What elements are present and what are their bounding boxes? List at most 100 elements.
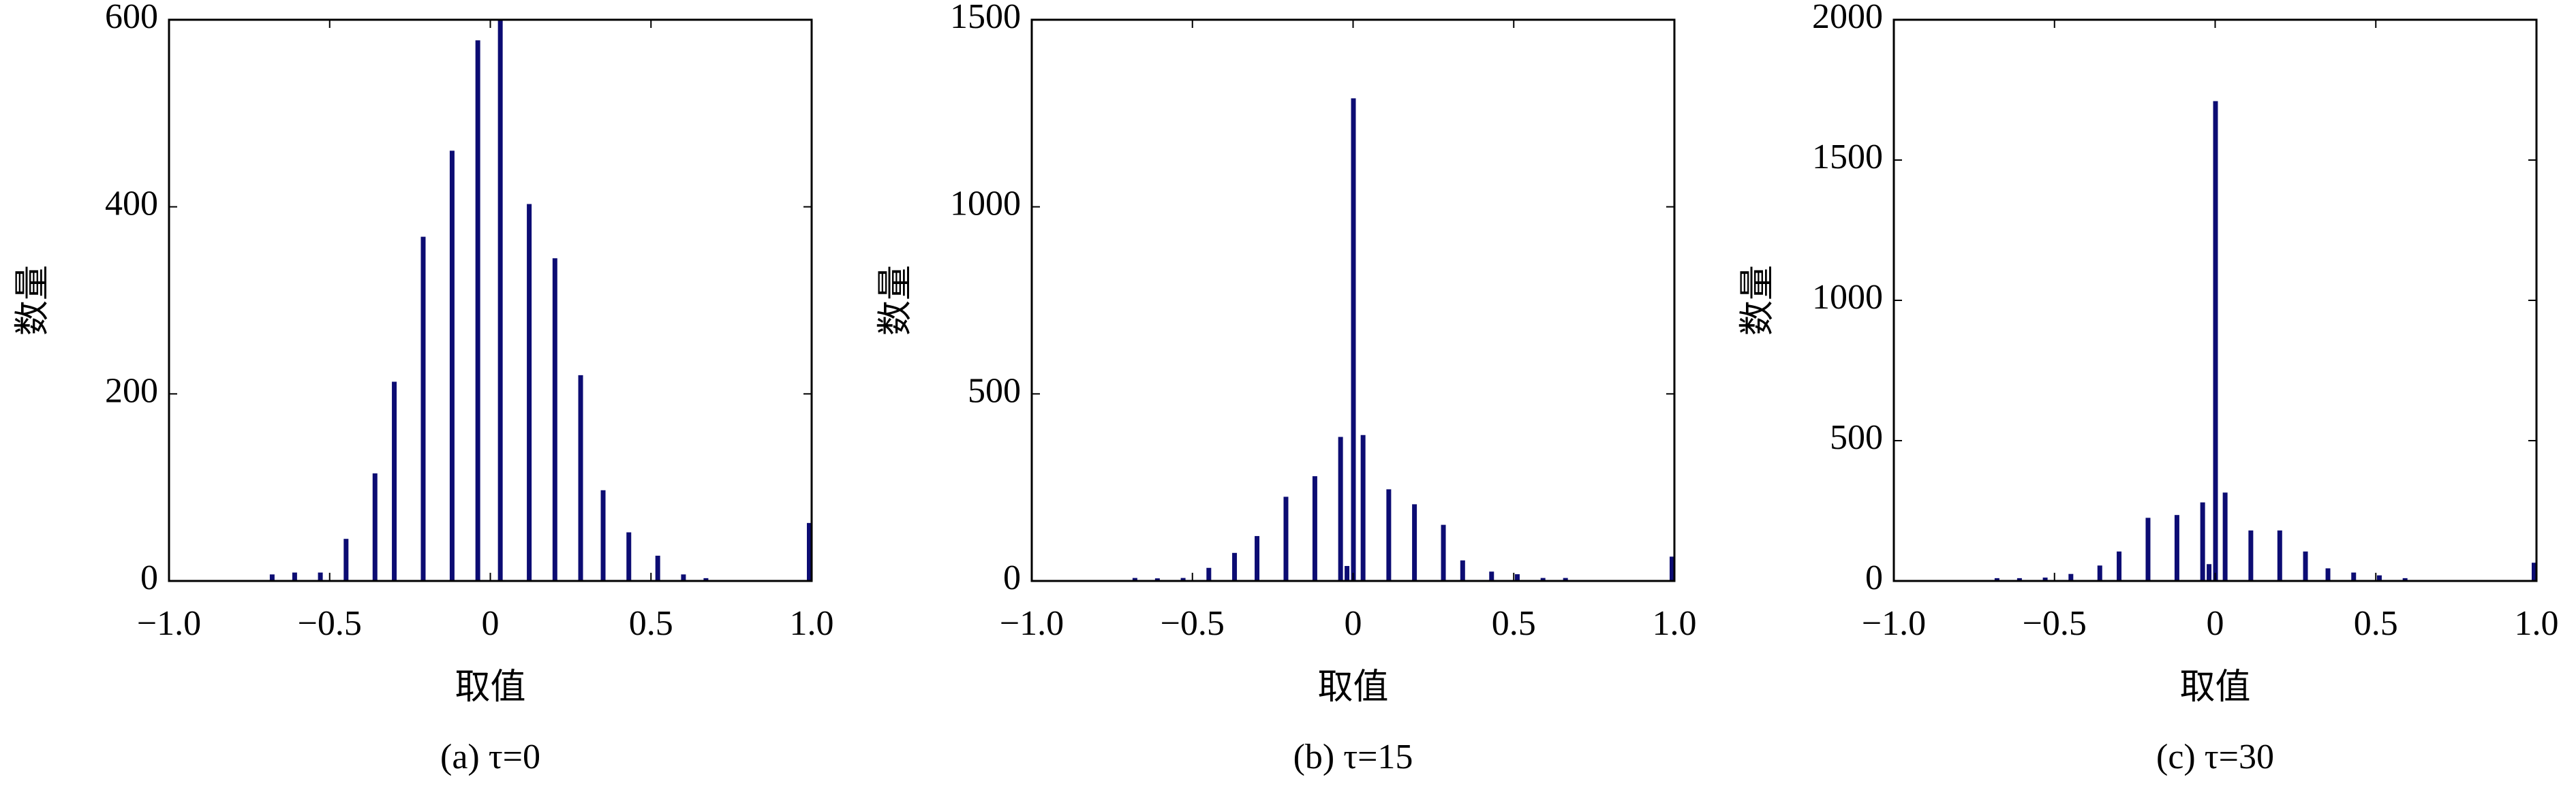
y-tick-label: 0 (1003, 558, 1021, 597)
plot-frame (168, 18, 813, 582)
x-tick-label: 0.5 (2354, 604, 2398, 643)
x-tick-label: −0.5 (2023, 604, 2087, 643)
caption: (a) τ=0 (440, 738, 540, 776)
bar (527, 204, 532, 582)
bar (1460, 560, 1465, 581)
bar (292, 572, 297, 581)
bar (1180, 578, 1186, 581)
bar (449, 151, 455, 581)
bar (475, 40, 480, 582)
x-tick-label: −1.0 (1000, 604, 1064, 643)
bar (2248, 530, 2254, 581)
y-tick-label: 2000 (1812, 0, 1883, 36)
x-tick-label: 1.0 (790, 604, 834, 643)
y-tick-label: 0 (1865, 558, 1883, 597)
bar (626, 532, 632, 581)
x-tick-label: 0 (1345, 604, 1362, 643)
bar (2303, 551, 2308, 581)
bar (343, 539, 349, 581)
bar (1283, 497, 1289, 581)
x-tick-label: 0 (2207, 604, 2224, 643)
bar (1540, 578, 1546, 581)
bar (2042, 578, 2048, 581)
bar (2200, 502, 2205, 581)
bar (2145, 518, 2151, 581)
x-tick-label: −1.0 (137, 604, 201, 643)
bar (1154, 578, 1160, 581)
y-tick-label: 1500 (950, 0, 1021, 36)
bar (2097, 565, 2102, 581)
bar (1338, 437, 1343, 581)
y-tick-label: 500 (1830, 418, 1883, 457)
bar (2325, 568, 2331, 581)
bar (1255, 536, 1260, 581)
bar (497, 20, 503, 581)
bar (318, 572, 323, 581)
y-tick-label: 1500 (1812, 138, 1883, 176)
x-tick-label: −0.5 (298, 604, 362, 643)
y-tick-label: 400 (105, 185, 158, 223)
bar (2174, 515, 2179, 581)
y-tick-label: 1000 (950, 185, 1021, 223)
bar (1386, 489, 1392, 581)
y-tick-label: 500 (968, 371, 1021, 410)
x-tick-label: 0 (482, 604, 500, 643)
y-axis-label: 数量 (1738, 265, 1777, 336)
bar (1232, 552, 1238, 581)
bar (1514, 574, 1520, 581)
bar (807, 522, 812, 581)
y-tick-label: 600 (105, 0, 158, 36)
y-tick-label: 200 (105, 371, 158, 410)
bar (1351, 98, 1356, 582)
y-tick-label: 0 (140, 558, 158, 597)
bar (1489, 571, 1494, 581)
bar (600, 490, 606, 581)
bar (420, 236, 426, 581)
x-tick-label: 0.5 (1492, 604, 1536, 643)
bar (2532, 563, 2536, 581)
bar (552, 258, 557, 581)
x-tick-label: 1.0 (2515, 604, 2559, 643)
caption: (c) τ=30 (2156, 738, 2274, 776)
bar (1412, 504, 1417, 581)
bar (1670, 556, 1674, 581)
bar (1206, 567, 1212, 581)
x-axis-label: 取值 (455, 668, 525, 707)
y-tick-label: 1000 (1812, 278, 1883, 317)
x-axis-label: 取值 (2179, 668, 2250, 707)
bar (1132, 578, 1137, 581)
bar (1312, 476, 1317, 581)
x-tick-label: −1.0 (1862, 604, 1926, 643)
bar (1360, 435, 1366, 581)
caption: (b) τ=15 (1293, 738, 1413, 776)
bar (681, 574, 686, 581)
x-tick-label: 0.5 (629, 604, 673, 643)
bar (2277, 530, 2282, 581)
bar (2213, 101, 2218, 582)
bar (269, 574, 275, 581)
bar (392, 381, 397, 581)
bar (1563, 578, 1568, 581)
bar (2376, 575, 2382, 581)
bar (2222, 492, 2228, 581)
bar (2068, 573, 2074, 581)
y-axis-label: 数量 (14, 265, 52, 336)
x-axis-label: 取值 (1317, 668, 1388, 707)
bar (1994, 578, 1999, 581)
bar (655, 555, 660, 581)
x-tick-label: 1.0 (1653, 604, 1697, 643)
bar (2402, 578, 2408, 581)
bar (2017, 578, 2022, 581)
bar (1345, 566, 1350, 581)
x-tick-label: −0.5 (1161, 604, 1225, 643)
y-axis-label: 数量 (876, 265, 915, 336)
bar (578, 375, 583, 581)
bar (2117, 551, 2122, 581)
bar (372, 473, 378, 581)
bar (2351, 572, 2357, 581)
bar (1441, 524, 1446, 581)
bar (703, 578, 709, 581)
bar (2207, 564, 2212, 581)
